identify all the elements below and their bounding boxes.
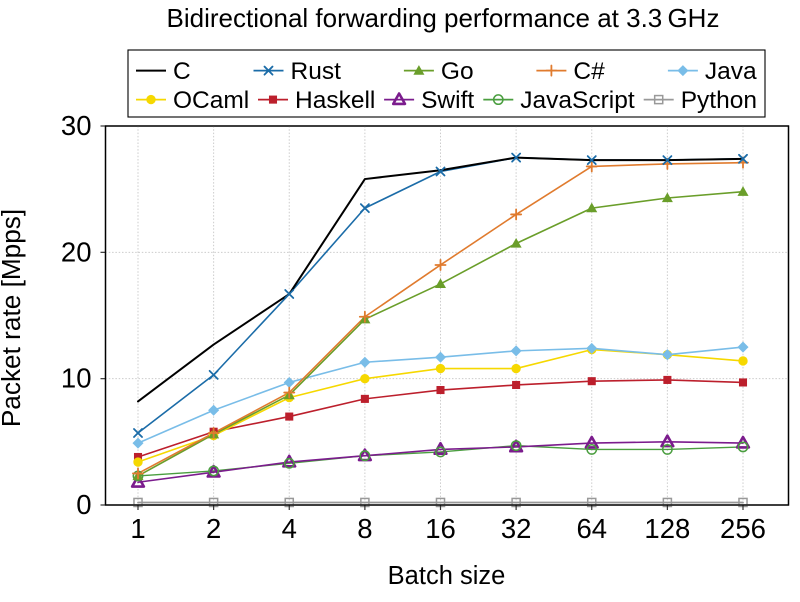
svg-text:4: 4 [282, 513, 297, 544]
svg-text:C#: C# [573, 58, 605, 85]
svg-text:16: 16 [425, 513, 456, 544]
svg-text:C: C [173, 58, 191, 85]
svg-text:Packet rate [Mpps]: Packet rate [Mpps] [0, 209, 26, 427]
svg-text:JavaScript: JavaScript [520, 87, 635, 114]
svg-text:Go: Go [441, 58, 474, 85]
svg-text:Java: Java [705, 58, 757, 85]
svg-text:Batch size: Batch size [388, 562, 506, 590]
svg-text:256: 256 [720, 513, 766, 544]
svg-text:0: 0 [76, 489, 91, 520]
svg-text:Swift: Swift [421, 87, 474, 114]
svg-text:Rust: Rust [291, 58, 342, 85]
svg-text:20: 20 [61, 236, 92, 267]
svg-text:8: 8 [357, 513, 372, 544]
svg-text:Haskell: Haskell [295, 87, 375, 114]
svg-text:2: 2 [206, 513, 221, 544]
svg-text:1: 1 [130, 513, 145, 544]
svg-text:32: 32 [501, 513, 532, 544]
svg-text:128: 128 [644, 513, 690, 544]
svg-text:Bidirectional forwarding perfo: Bidirectional forwarding performance at … [167, 3, 720, 33]
svg-text:64: 64 [576, 513, 607, 544]
svg-text:10: 10 [61, 363, 92, 394]
svg-text:OCaml: OCaml [173, 87, 249, 114]
svg-text:30: 30 [61, 110, 92, 141]
svg-text:Python: Python [681, 87, 757, 114]
